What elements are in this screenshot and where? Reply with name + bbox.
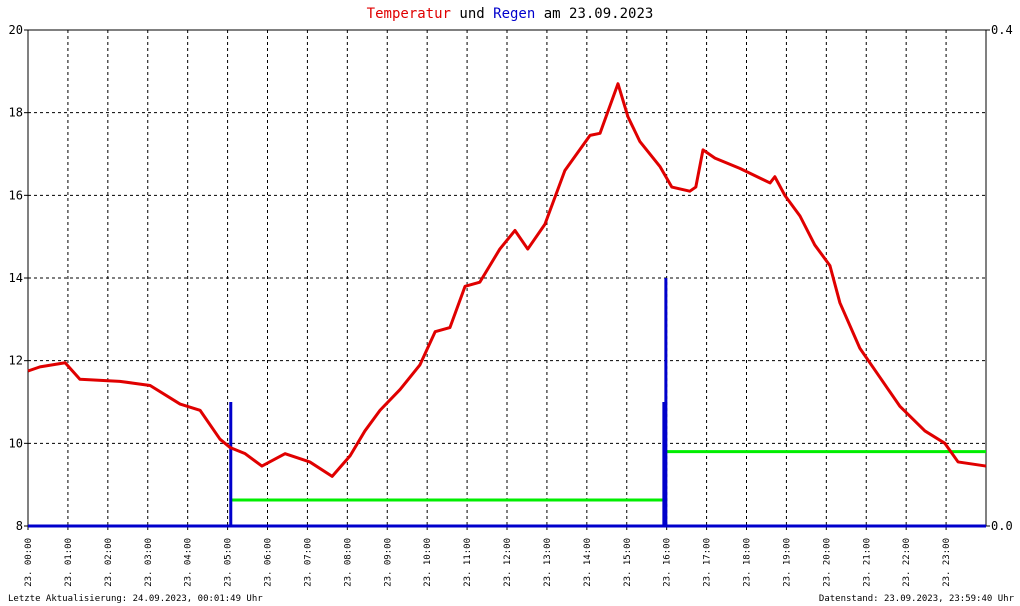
y-tick-label: 16 — [9, 188, 23, 202]
x-tick-label: 23. 18:00 — [743, 538, 753, 587]
title-word: am 23.09.2023 — [544, 6, 654, 22]
series-line — [27, 82, 987, 478]
x-tick-label: 23. 07:00 — [303, 538, 313, 587]
x-tick-label: 23. 03:00 — [144, 538, 154, 587]
x-tick-label: 23. 19:00 — [782, 538, 792, 587]
y-tick-label: 20 — [9, 23, 23, 37]
chart-title: Temperatur und Regen am 23.09.2023 — [367, 6, 654, 22]
x-tick-label: 23. 15:00 — [623, 538, 633, 587]
x-tick-label: 23. 13:00 — [543, 538, 553, 587]
x-tick-label: 23. 14:00 — [583, 538, 593, 587]
y-tick-label: 14 — [9, 271, 23, 285]
y2-tick-label: 0.4 — [991, 23, 1013, 37]
x-tick-label: 23. 06:00 — [264, 538, 274, 587]
x-tick-label: 23. 16:00 — [663, 538, 673, 587]
x-tick-label: 23. 23:00 — [942, 538, 952, 587]
title-word: Temperatur — [367, 6, 451, 22]
x-tick-label: 23. 10:00 — [423, 538, 433, 587]
y-tick-label: 8 — [16, 519, 23, 533]
x-tick-label: 23. 05:00 — [224, 538, 234, 587]
x-tick-label: 23. 02:00 — [104, 538, 114, 587]
footer-right: Datenstand: 23.09.2023, 23:59:40 Uhr — [819, 594, 1015, 604]
x-tick-label: 23. 00:00 — [24, 538, 34, 587]
x-tick-label: 23. 09:00 — [383, 538, 393, 587]
x-tick-label: 23. 12:00 — [503, 538, 513, 587]
footer-left: Letzte Aktualisierung: 24.09.2023, 00:01… — [8, 594, 263, 604]
y-tick-label: 12 — [9, 354, 23, 368]
y2-tick-label: 0.0 — [991, 519, 1013, 533]
x-tick-label: 23. 01:00 — [64, 538, 74, 587]
title-word: und — [459, 6, 484, 22]
x-tick-label: 23. 08:00 — [343, 538, 353, 587]
title-word: Regen — [493, 6, 535, 22]
x-tick-label: 23. 11:00 — [463, 538, 473, 587]
y-tick-label: 18 — [9, 106, 23, 120]
x-tick-label: 23. 21:00 — [862, 538, 872, 587]
x-tick-label: 23. 20:00 — [822, 538, 832, 587]
x-tick-label: 23. 04:00 — [184, 538, 194, 587]
x-tick-label: 23. 17:00 — [703, 538, 713, 587]
x-tick-label: 23. 22:00 — [902, 538, 912, 587]
y-tick-label: 10 — [9, 436, 23, 450]
